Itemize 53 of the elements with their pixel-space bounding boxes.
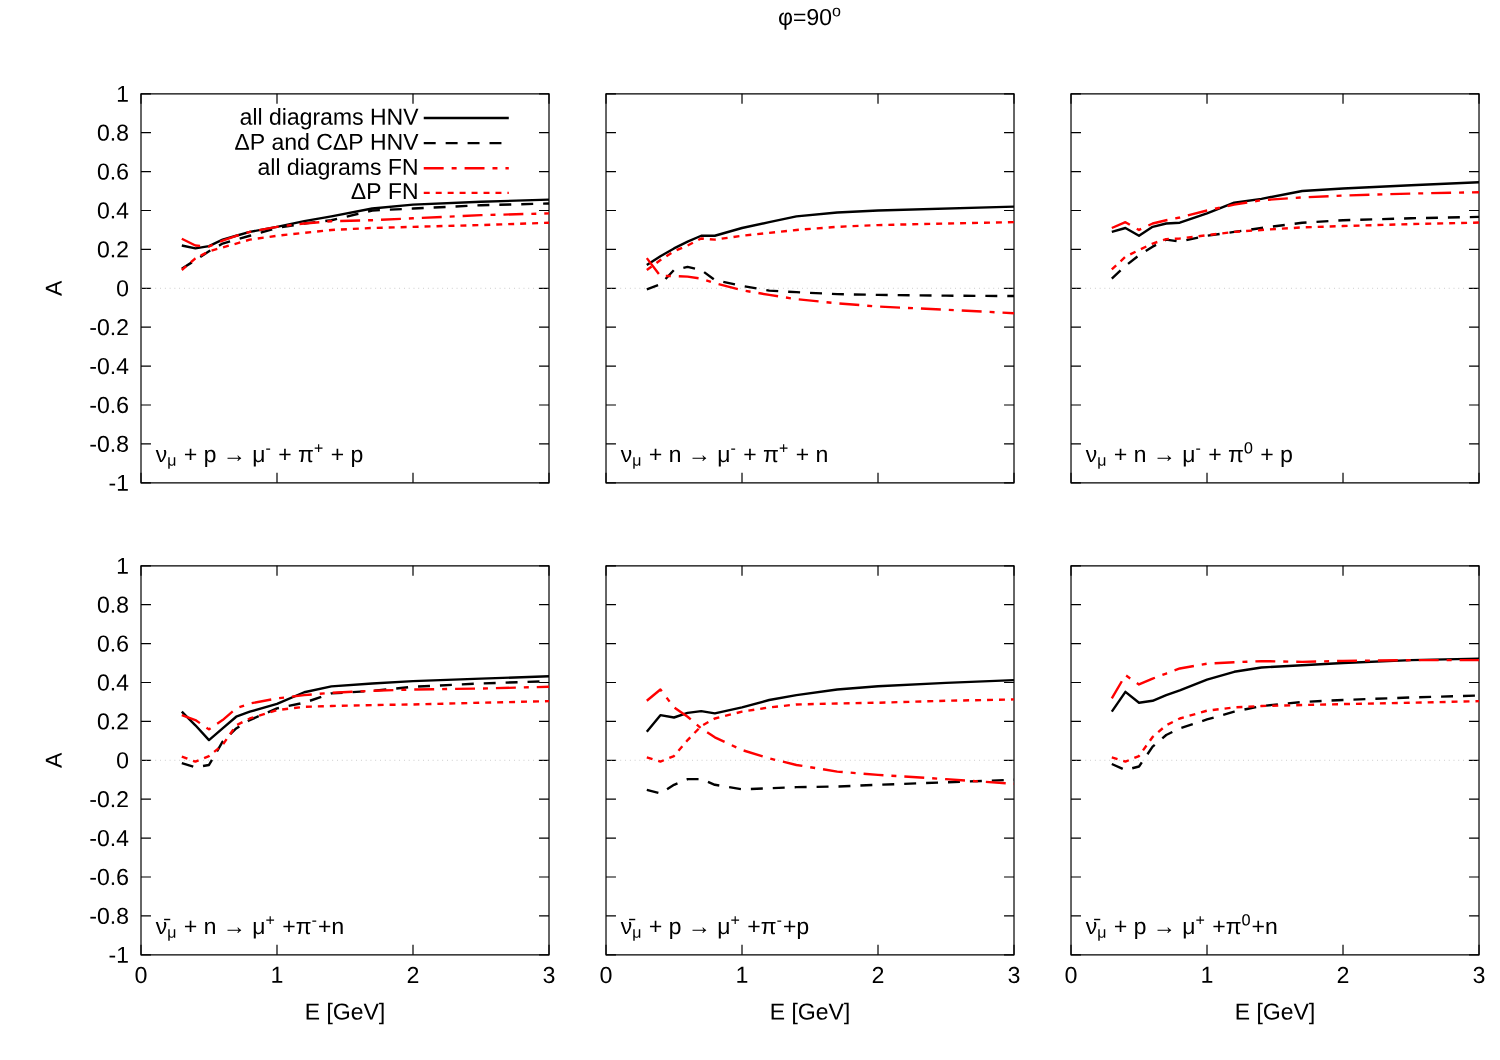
y-tick-label: -0.2 — [90, 791, 128, 808]
y-tick-label: 0.8 — [97, 124, 128, 141]
annotation: ν̄$_{μ}$ + p → μ$^{+}$ +π$^{-}$+p — [620, 916, 809, 941]
x-tick-label: 1 — [737, 966, 748, 983]
x-tick-label: 2 — [407, 966, 419, 983]
x-tick-label: 0 — [1065, 966, 1077, 984]
y-tick-label: -0.4 — [90, 830, 129, 847]
y-tick-label: -1 — [109, 474, 128, 491]
annotation: ν̄$_{μ}$ + n → μ$^{+}$ +π$^{-}$+n — [155, 916, 343, 941]
line-series — [180, 700, 549, 763]
x-tick-label: 0 — [600, 966, 612, 984]
y-tick-label: 0 — [117, 280, 129, 297]
y-tick-label: 0.4 — [97, 674, 129, 691]
y-tick-label: -0.4 — [90, 358, 129, 375]
y-tick-label: -1 — [109, 946, 128, 963]
legend-label: all diagrams HNV — [240, 108, 419, 130]
y-tick-label: -0.8 — [90, 435, 128, 453]
x-tick-label: 3 — [543, 966, 555, 984]
x-axis-title: E [GeV] — [771, 1002, 849, 1025]
y-tick-label: 1 — [117, 557, 128, 574]
y-tick-label: 0.4 — [97, 202, 129, 219]
y-tick-label: 0.8 — [97, 596, 128, 613]
y-axis-title: A — [45, 752, 62, 769]
y-tick-label: -0.2 — [90, 319, 128, 336]
annotation: ν$_{μ}$ + n → μ$^{-}$ + π$^{0}$ + p — [1085, 442, 1292, 469]
line-series — [180, 685, 549, 731]
legend-label: ΔP and CΔP HNV — [235, 133, 419, 151]
y-tick-label: -0.6 — [90, 868, 128, 886]
x-tick-label: 0 — [135, 966, 147, 984]
y-tick-label: -0.6 — [90, 396, 128, 414]
line-series — [180, 212, 549, 248]
chart-title: φ=90$^{o}$ — [779, 7, 841, 30]
legend-label: ΔP FN — [351, 183, 417, 200]
y-axis-title: A — [45, 280, 62, 297]
x-tick-label: 3 — [1008, 966, 1020, 984]
x-tick-label: 1 — [1202, 966, 1213, 983]
x-tick-label: 3 — [1473, 966, 1485, 984]
x-axis-title: E [GeV] — [1236, 1002, 1314, 1025]
annotation: ν$_{μ}$ + n → μ$^{-}$ + π$^{+}$ + n — [620, 444, 827, 469]
y-tick-label: -0.8 — [90, 907, 128, 925]
y-tick-label: 0.6 — [97, 635, 128, 652]
y-tick-label: 0.2 — [97, 713, 128, 730]
y-tick-label: 0.2 — [97, 241, 128, 258]
x-tick-label: 2 — [1337, 966, 1349, 983]
y-tick-label: 0 — [117, 752, 129, 769]
x-tick-label: 2 — [872, 966, 884, 983]
x-tick-label: 1 — [272, 966, 283, 983]
annotation: ν̄$_{μ}$ + p → μ$^{+}$ +π$^{0}$+n — [1085, 914, 1277, 941]
annotation: ν$_{μ}$ + p → μ$^{-}$ + π$^{+}$ + p — [155, 444, 363, 469]
y-tick-label: 1 — [117, 85, 128, 102]
x-axis-title: E [GeV] — [306, 1002, 384, 1025]
y-tick-label: 0.6 — [97, 163, 128, 180]
legend-label: all diagrams FN — [258, 158, 417, 180]
